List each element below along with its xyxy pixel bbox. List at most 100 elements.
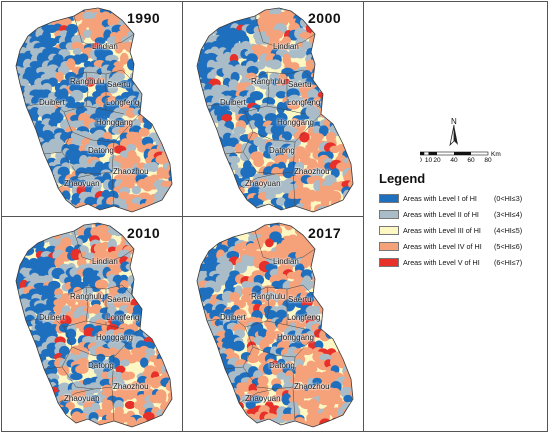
legend-swatch	[379, 194, 399, 203]
place-label-ranghulu: Ranghulu	[251, 292, 286, 301]
hi-map-2017	[196, 222, 354, 428]
map-panel-2017: 2017 Lindian Ranghulu Saertu Longfeng Hongga…	[183, 217, 363, 431]
district-boundary	[266, 71, 270, 107]
district-boundary	[242, 151, 294, 175]
legend-label: Areas with Level IV of HI	[403, 242, 482, 251]
scale-unit: Km	[491, 151, 501, 158]
place-label-duibert: Duibert	[39, 98, 65, 107]
district-boundary	[252, 113, 322, 143]
legend-label: Areas with Level II of HI	[403, 210, 479, 219]
place-label-datong: Datong	[269, 146, 295, 155]
legend-range: (3<HI≤4)	[494, 210, 523, 219]
place-label-lindian: Lindian	[273, 257, 299, 266]
scale-tick-label: 60	[467, 157, 475, 164]
region-outline	[196, 222, 354, 428]
district-boundary	[254, 15, 316, 49]
district-boundary	[63, 105, 125, 115]
place-label-saertu: Saertu	[107, 80, 131, 89]
legend-label: Areas with Level III of HI	[403, 226, 481, 235]
place-label-duibert: Duibert	[220, 98, 246, 107]
panel-divider-vertical-2	[363, 2, 364, 431]
district-boundary	[254, 230, 316, 264]
district-boundary	[238, 388, 276, 404]
legend-range: (0<HI≤3)	[494, 194, 523, 203]
place-label-duibert: Duibert	[39, 313, 65, 322]
place-label-longfeng: Longfeng	[106, 313, 140, 322]
scale-tick-label: 0	[420, 157, 422, 164]
scale-tick-label: 80	[484, 157, 492, 164]
place-label-honggang: Honggang	[96, 333, 133, 342]
place-label-honggang: Honggang	[277, 118, 314, 127]
place-label-longfeng: Longfeng	[287, 98, 321, 107]
legend-swatch	[379, 226, 399, 235]
place-label-ranghulu: Ranghulu	[251, 77, 286, 86]
legend-range: (5<HI≤6)	[494, 242, 523, 251]
place-label-zhaoyuan: Zhaoyuan	[245, 179, 281, 188]
district-boundary	[25, 316, 73, 370]
place-label-zhaozhou: Zhaozhou	[113, 167, 149, 176]
place-label-zhaozhou: Zhaozhou	[294, 382, 330, 391]
scale-tick-label: 20	[433, 157, 441, 164]
district-boundary	[266, 286, 270, 322]
panel-divider-horizontal	[2, 216, 363, 217]
panel-year: 2017	[308, 225, 342, 241]
place-label-zhaoyuan: Zhaoyuan	[245, 394, 281, 403]
district-boundary	[238, 173, 276, 189]
north-arrow-letter: N	[451, 117, 457, 126]
district-boundary	[206, 101, 254, 155]
legend-label: Areas with Level I of HI	[403, 194, 477, 203]
place-label-ranghulu: Ranghulu	[70, 77, 105, 86]
place-label-honggang: Honggang	[277, 333, 314, 342]
north-arrow-icon	[449, 124, 458, 147]
district-boundary	[61, 151, 113, 175]
legend-swatch	[379, 242, 399, 251]
place-label-saertu: Saertu	[107, 295, 131, 304]
legend-title: Legend	[379, 171, 426, 186]
district-boundary	[85, 71, 89, 107]
place-label-zhaozhou: Zhaozhou	[294, 167, 330, 176]
district-boundary	[57, 173, 95, 189]
place-label-honggang: Honggang	[96, 118, 133, 127]
place-label-ranghulu: Ranghulu	[70, 292, 105, 301]
place-label-lindian: Lindian	[92, 257, 118, 266]
district-boundary	[85, 286, 89, 322]
district-boundary	[242, 366, 294, 390]
map-panel-2010: 2010 Lindian Ranghulu Saertu Longfeng Hongga…	[2, 217, 182, 431]
district-boundary	[73, 230, 135, 264]
legend-swatch	[379, 210, 399, 219]
place-label-longfeng: Longfeng	[287, 313, 321, 322]
district-boundary	[73, 15, 135, 49]
place-label-zhaozhou: Zhaozhou	[113, 382, 149, 391]
district-boundary	[71, 113, 141, 143]
panel-year: 2000	[308, 10, 342, 26]
district-boundary	[61, 366, 113, 390]
place-label-lindian: Lindian	[273, 42, 299, 51]
district-boundary	[57, 388, 95, 404]
district-boundary	[244, 105, 306, 115]
hi-map-2000	[196, 7, 354, 213]
hi-map-1990	[15, 7, 173, 213]
place-label-saertu: Saertu	[288, 80, 312, 89]
hi-map-2010	[15, 222, 173, 428]
district-boundary	[252, 328, 322, 358]
legend-range: (4<HI≤5)	[494, 226, 523, 235]
district-boundary	[63, 320, 125, 330]
panel-year: 1990	[127, 10, 161, 26]
place-label-datong: Datong	[88, 146, 114, 155]
place-label-zhaoyuan: Zhaoyuan	[64, 394, 100, 403]
legend-label: Areas with Level V of HI	[403, 258, 480, 267]
region-outline	[196, 7, 354, 213]
place-label-datong: Datong	[88, 361, 114, 370]
legend-swatch	[379, 258, 399, 267]
panel-year: 2010	[127, 225, 161, 241]
place-label-duibert: Duibert	[220, 313, 246, 322]
place-label-saertu: Saertu	[288, 295, 312, 304]
place-label-lindian: Lindian	[92, 42, 118, 51]
place-label-datong: Datong	[269, 361, 295, 370]
district-boundary	[244, 320, 306, 330]
place-label-zhaoyuan: Zhaoyuan	[64, 179, 100, 188]
place-label-longfeng: Longfeng	[106, 98, 140, 107]
region-outline	[15, 7, 173, 213]
